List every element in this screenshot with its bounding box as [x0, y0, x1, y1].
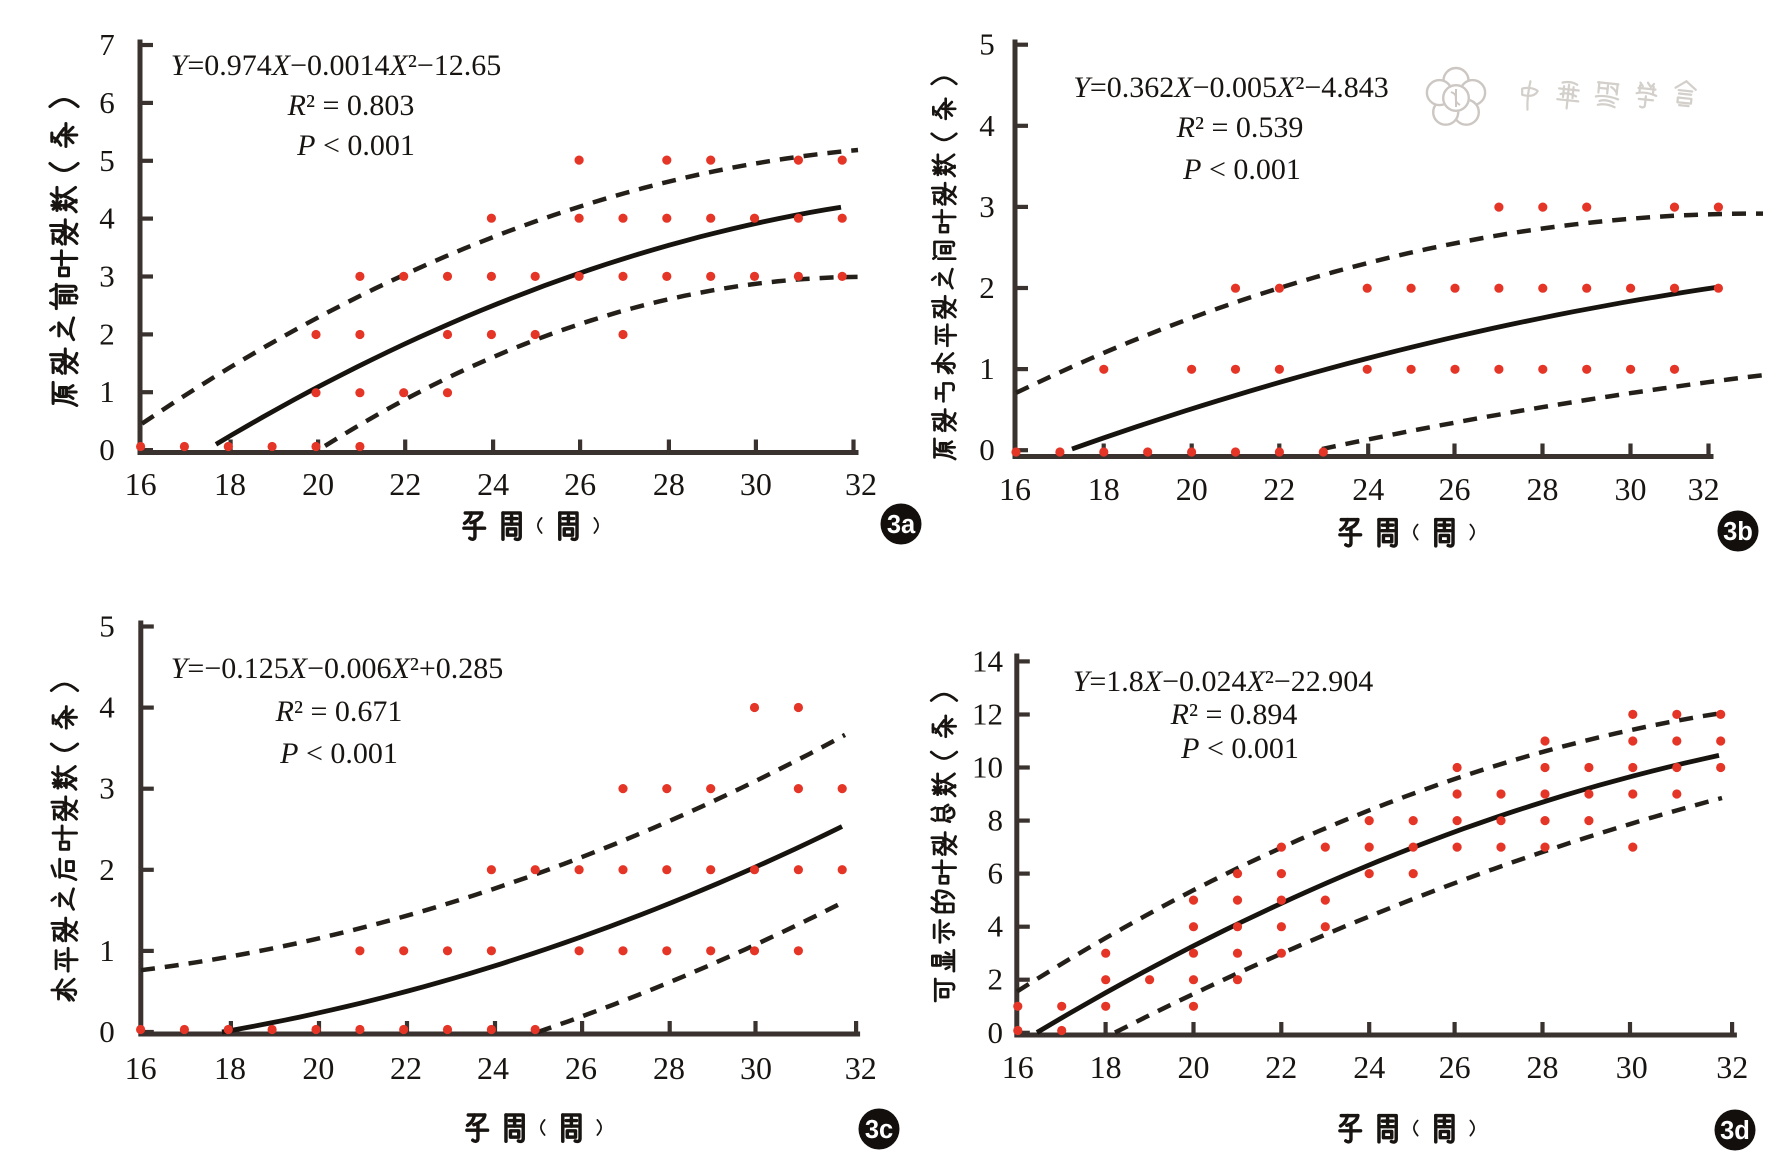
svg-text:Y=−0.125X−0.006X²+0.285: Y=−0.125X−0.006X²+0.285	[171, 652, 504, 685]
svg-text:6: 6	[988, 856, 1004, 891]
svg-text:20: 20	[1178, 1049, 1210, 1085]
svg-text:4: 4	[979, 108, 995, 143]
svg-text:20: 20	[1176, 471, 1208, 507]
svg-text:22: 22	[1263, 471, 1295, 507]
svg-text:22: 22	[390, 1050, 422, 1086]
svg-text:0: 0	[99, 432, 115, 467]
svg-text:Y=0.974X−0.0014X²−12.65: Y=0.974X−0.0014X²−12.65	[171, 49, 502, 82]
svg-text:2: 2	[988, 962, 1004, 997]
svg-text:28: 28	[653, 466, 685, 502]
svg-text:Y=0.362X−0.005X²−4.843: Y=0.362X−0.005X²−4.843	[1073, 71, 1389, 104]
svg-text:30: 30	[1615, 471, 1647, 507]
svg-text:32: 32	[1716, 1049, 1748, 1085]
svg-text:18: 18	[1090, 1049, 1122, 1085]
svg-text:P < 0.001: P < 0.001	[279, 737, 398, 770]
svg-text:32: 32	[845, 1050, 877, 1086]
svg-text:32: 32	[845, 466, 877, 502]
svg-text:0: 0	[979, 432, 995, 467]
svg-text:16: 16	[999, 471, 1031, 507]
svg-text:6: 6	[99, 85, 115, 120]
svg-text:24: 24	[1352, 471, 1384, 507]
svg-text:R² = 0.803: R² = 0.803	[287, 89, 415, 122]
svg-text:5: 5	[99, 609, 115, 644]
svg-text:R² = 0.894: R² = 0.894	[1170, 698, 1298, 731]
svg-text:0: 0	[988, 1015, 1004, 1050]
svg-text:30: 30	[1616, 1049, 1648, 1085]
svg-text:30: 30	[740, 466, 772, 502]
svg-text:Y=1.8X−0.024X²−22.904: Y=1.8X−0.024X²−22.904	[1073, 665, 1374, 698]
svg-text:10: 10	[972, 750, 1003, 785]
svg-text:3: 3	[99, 259, 115, 294]
svg-text:22: 22	[1265, 1049, 1297, 1085]
svg-text:4: 4	[99, 690, 115, 725]
svg-text:3: 3	[979, 189, 995, 224]
svg-text:30: 30	[740, 1050, 772, 1086]
svg-text:P < 0.001: P < 0.001	[1180, 732, 1299, 765]
svg-text:1: 1	[99, 933, 115, 968]
svg-text:2: 2	[99, 852, 115, 887]
svg-text:12: 12	[972, 697, 1003, 732]
svg-text:26: 26	[564, 466, 596, 502]
svg-text:7: 7	[99, 27, 115, 62]
svg-text:28: 28	[1527, 1049, 1559, 1085]
svg-text:3d: 3d	[1720, 1117, 1750, 1145]
svg-text:2: 2	[99, 316, 115, 351]
svg-text:16: 16	[1002, 1049, 1034, 1085]
svg-text:P < 0.001: P < 0.001	[1182, 153, 1301, 186]
svg-text:R² = 0.539: R² = 0.539	[1176, 111, 1304, 144]
svg-text:26: 26	[565, 1050, 597, 1086]
svg-text:8: 8	[988, 803, 1004, 838]
svg-text:0: 0	[99, 1014, 115, 1049]
svg-text:14: 14	[972, 643, 1004, 678]
svg-text:2: 2	[979, 270, 995, 305]
svg-text:24: 24	[477, 466, 509, 502]
svg-text:4: 4	[99, 201, 115, 236]
svg-text:1: 1	[979, 351, 995, 386]
svg-text:R² = 0.671: R² = 0.671	[275, 695, 403, 728]
svg-text:22: 22	[389, 466, 421, 502]
svg-text:1: 1	[99, 374, 115, 409]
svg-text:16: 16	[125, 466, 157, 502]
svg-text:28: 28	[653, 1050, 685, 1086]
svg-text:P < 0.001: P < 0.001	[296, 129, 415, 162]
svg-text:3a: 3a	[887, 511, 916, 539]
svg-text:24: 24	[477, 1050, 509, 1086]
svg-text:5: 5	[99, 143, 115, 178]
svg-text:16: 16	[125, 1050, 157, 1086]
svg-text:18: 18	[1088, 471, 1120, 507]
svg-text:20: 20	[302, 1050, 334, 1086]
svg-text:3c: 3c	[865, 1116, 893, 1144]
svg-text:26: 26	[1439, 471, 1471, 507]
svg-text:28: 28	[1527, 471, 1559, 507]
svg-text:20: 20	[302, 466, 334, 502]
svg-text:18: 18	[214, 1050, 246, 1086]
svg-text:4: 4	[988, 909, 1004, 944]
svg-text:3: 3	[99, 771, 115, 806]
svg-text:5: 5	[979, 27, 995, 62]
svg-text:26: 26	[1439, 1049, 1471, 1085]
svg-text:32: 32	[1688, 471, 1720, 507]
svg-text:18: 18	[214, 466, 246, 502]
svg-text:3b: 3b	[1723, 518, 1753, 546]
svg-text:24: 24	[1353, 1049, 1385, 1085]
